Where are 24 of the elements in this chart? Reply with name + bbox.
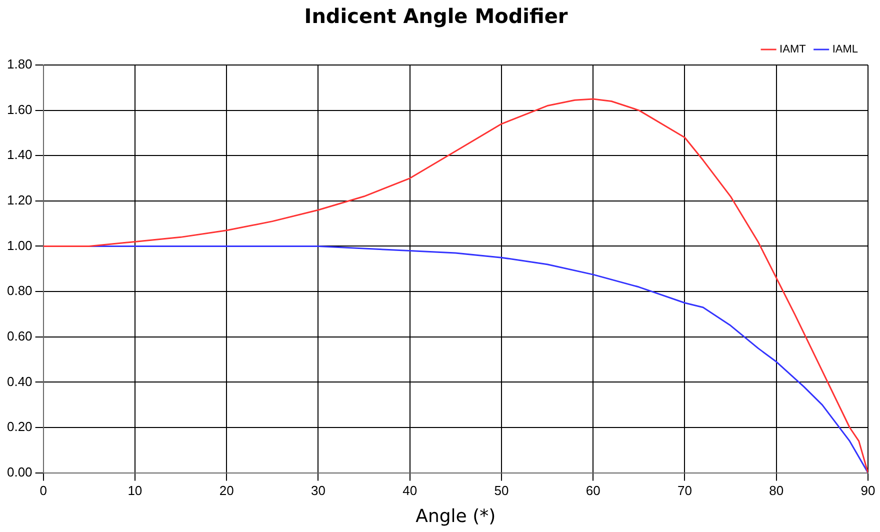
y-tick-label: 1.80 — [6, 56, 32, 72]
x-tick-label: 50 — [494, 483, 509, 498]
x-tick-label: 20 — [219, 483, 234, 498]
x-axis-title: Angle (*) — [416, 506, 496, 527]
y-tick-label: 1.40 — [6, 147, 32, 162]
x-tick-label: 60 — [586, 483, 600, 498]
x-tick-label: 40 — [402, 483, 418, 498]
y-tick-label: 0.80 — [6, 283, 32, 298]
y-tick-label: 1.20 — [6, 192, 32, 208]
x-tick-label: 80 — [769, 483, 784, 498]
x-tick-label: 0 — [40, 483, 47, 498]
y-tick-label: 0.60 — [6, 328, 32, 344]
y-tick-label: 0.00 — [6, 464, 32, 480]
x-tick-label: 70 — [678, 483, 692, 498]
y-tick-label: 1.00 — [6, 238, 32, 253]
x-tick-label: 90 — [860, 483, 876, 498]
y-tick-label: 0.20 — [6, 419, 32, 434]
chart-title: Indicent Angle Modifier — [304, 4, 568, 28]
y-tick-label: 0.40 — [6, 374, 32, 389]
x-tick-label: 30 — [310, 483, 326, 498]
legend-label: IAML — [832, 44, 858, 56]
x-tick-label: 10 — [128, 483, 142, 498]
y-tick-label: 1.60 — [6, 102, 32, 117]
legend-label: IAMT — [780, 44, 806, 56]
